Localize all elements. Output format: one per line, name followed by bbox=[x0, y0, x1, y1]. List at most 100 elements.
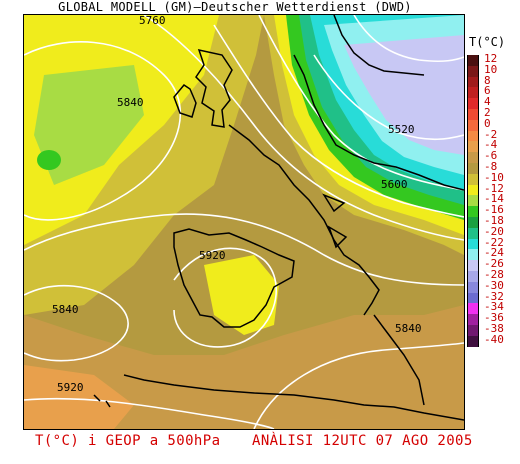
map-title: GLOBAL MODELL (GM)—Deutscher Wetterdiens… bbox=[58, 0, 412, 14]
legend-swatch bbox=[467, 206, 479, 217]
contour-label: 5520 bbox=[388, 123, 415, 136]
contour-5920-west bbox=[24, 284, 129, 362]
legend-swatch bbox=[467, 141, 479, 153]
legend-swatch bbox=[467, 324, 479, 336]
legend-label: -16 bbox=[484, 203, 504, 217]
legend-swatch bbox=[467, 216, 479, 228]
legend-swatch bbox=[467, 76, 479, 88]
legend-row: -10 bbox=[467, 170, 520, 185]
temperature-band-iberia bbox=[204, 255, 279, 335]
temperature-band-minus14-west bbox=[34, 65, 144, 185]
contour-label: 5920 bbox=[57, 381, 84, 394]
contour-label: 5920 bbox=[199, 249, 226, 262]
legend-swatch bbox=[467, 227, 479, 239]
legend-label: -18 bbox=[484, 213, 504, 227]
legend-swatch bbox=[467, 335, 479, 347]
legend-swatch bbox=[467, 87, 479, 99]
legend-label: -24 bbox=[484, 246, 504, 260]
geopotential-contours bbox=[24, 15, 464, 429]
contour-5520-a bbox=[313, 54, 464, 141]
legend-swatch bbox=[467, 119, 479, 131]
legend-swatch bbox=[467, 238, 479, 250]
legend-row: -12 bbox=[467, 181, 520, 196]
legend-row: 12 bbox=[467, 52, 520, 66]
legend-label: -8 bbox=[484, 159, 498, 173]
legend-row: -8 bbox=[467, 159, 520, 174]
legend-row: -18 bbox=[467, 213, 520, 228]
legend-title: T(°C) bbox=[469, 35, 506, 49]
legend-swatch bbox=[467, 108, 479, 120]
legend-label: -22 bbox=[484, 235, 504, 249]
contour-label: 5840 bbox=[117, 96, 144, 109]
legend-row: -26 bbox=[467, 257, 520, 271]
legend-swatch bbox=[467, 281, 479, 293]
legend-row: -6 bbox=[467, 149, 520, 163]
legend-row: -32 bbox=[467, 290, 520, 304]
coast-france-italy bbox=[228, 124, 380, 316]
legend-row: -34 bbox=[467, 300, 520, 315]
legend-label: -30 bbox=[484, 278, 504, 292]
contour-5840-mid bbox=[24, 213, 464, 286]
legend-label: 2 bbox=[484, 105, 491, 119]
legend-label: 12 bbox=[484, 52, 498, 65]
legend-swatch bbox=[467, 98, 479, 109]
legend-swatch bbox=[467, 55, 479, 66]
legend-label: -36 bbox=[484, 311, 504, 325]
contour-5920-iberia bbox=[173, 247, 278, 348]
legend-label: -34 bbox=[484, 300, 504, 314]
legend-row: 10 bbox=[467, 62, 520, 77]
legend-label: -2 bbox=[484, 127, 498, 141]
legend-label: 8 bbox=[484, 73, 491, 87]
contour-label: 5840 bbox=[52, 303, 79, 316]
weather-map: 5760 5840 5520 5600 5920 5840 5840 5920 bbox=[23, 14, 465, 430]
legend-label: -12 bbox=[484, 181, 504, 195]
legend-row: -4 bbox=[467, 139, 520, 153]
legend-label: -40 bbox=[484, 332, 504, 346]
legend-row: -16 bbox=[467, 203, 520, 217]
legend-label: -26 bbox=[484, 257, 504, 271]
contour-5760 bbox=[143, 15, 464, 241]
legend-row: 0 bbox=[467, 117, 520, 131]
trough-core-minus26 bbox=[344, 35, 464, 155]
legend-label: -28 bbox=[484, 267, 504, 281]
contour-label: 5760 bbox=[139, 15, 166, 27]
legend-swatch bbox=[467, 130, 479, 142]
legend-swatch bbox=[467, 173, 479, 185]
legend-row: -38 bbox=[467, 321, 520, 336]
legend-label: 10 bbox=[484, 62, 498, 76]
legend-swatch bbox=[467, 195, 479, 207]
legend-row: -30 bbox=[467, 278, 520, 293]
legend-label: 6 bbox=[484, 84, 491, 98]
legend-row: -22 bbox=[467, 235, 520, 250]
contour-5600 bbox=[258, 15, 464, 191]
legend-label: -20 bbox=[484, 224, 504, 238]
map-canvas: 5760 5840 5520 5600 5920 5840 5840 5920 bbox=[24, 15, 464, 429]
legend-swatch bbox=[467, 184, 479, 196]
legend-row: -2 bbox=[467, 127, 520, 142]
contour-label: 5840 bbox=[395, 322, 422, 335]
coast-north-sea-baltic bbox=[293, 54, 464, 191]
coast-north-africa bbox=[123, 374, 464, 421]
contour-5520-b bbox=[353, 15, 464, 63]
legend-swatch bbox=[467, 65, 479, 77]
temperature-legend: 12 10 8 6 4 2 0 -2 -4 -6 -8 -10 -12 -14 -16 -18 -20 -22 -2… bbox=[467, 52, 520, 347]
contour-5680 bbox=[213, 24, 464, 218]
temperature-band-minus4-southwest bbox=[24, 365, 134, 429]
coast-canary-islands bbox=[93, 394, 111, 408]
legend-swatch bbox=[467, 162, 479, 174]
legend-swatch bbox=[467, 314, 479, 325]
legend-label: -6 bbox=[484, 149, 498, 163]
legend-swatch bbox=[467, 152, 479, 163]
coast-scandinavia bbox=[333, 15, 425, 76]
legend-label: -14 bbox=[484, 192, 504, 206]
legend-row: -20 bbox=[467, 224, 520, 239]
coast-iberia bbox=[173, 228, 295, 328]
legend-row: 8 bbox=[467, 73, 520, 88]
temperature-band-minus6 bbox=[24, 305, 464, 429]
legend-label: 4 bbox=[484, 95, 491, 109]
legend-row: -24 bbox=[467, 246, 520, 261]
coast-sardinia bbox=[327, 225, 348, 249]
legend-label: -10 bbox=[484, 170, 504, 184]
legend-label: -38 bbox=[484, 321, 504, 335]
legend-swatch bbox=[467, 292, 479, 304]
